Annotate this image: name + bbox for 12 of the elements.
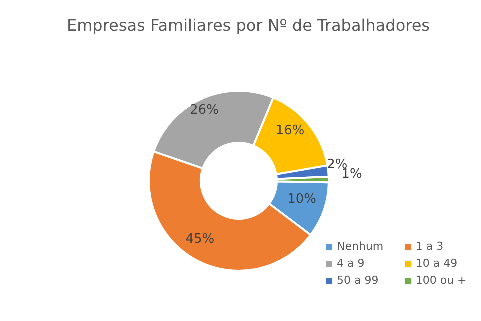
data-label: 1% <box>342 166 362 182</box>
legend-label: 4 a 9 <box>337 257 365 270</box>
legend-label: 50 a 99 <box>337 274 379 287</box>
legend-label: 100 ou + <box>416 274 467 287</box>
data-label: 16% <box>276 124 305 139</box>
legend-label: 1 a 3 <box>416 240 444 253</box>
data-label: 10% <box>288 192 317 207</box>
data-label: 26% <box>190 102 219 118</box>
legend-label: Nenhum <box>337 240 384 253</box>
chart-title: Empresas Familiares por Nº de Trabalhadores <box>66 16 432 35</box>
data-label: 45% <box>186 232 215 248</box>
legend-label: 10 a 49 <box>416 257 458 270</box>
